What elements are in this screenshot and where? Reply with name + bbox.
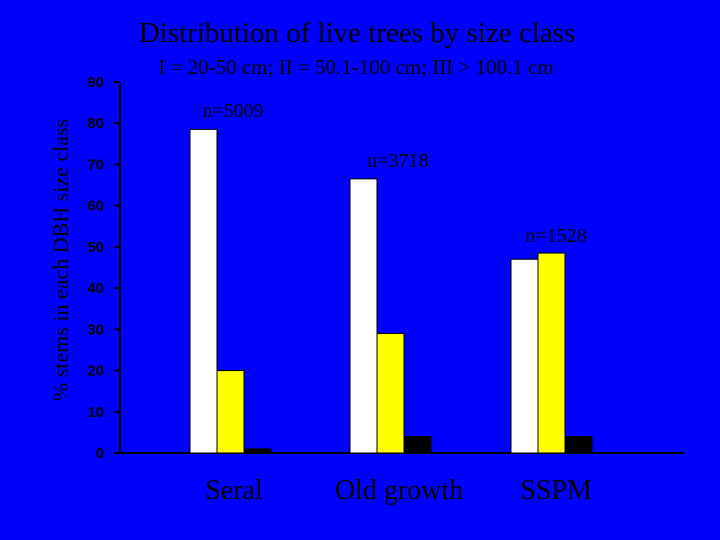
bar-seral-2 [216, 370, 245, 454]
y-tick-label: 10 [87, 404, 104, 421]
chart-subtitle: I = 20-50 cm; II = 50.1-100 cm; III > 10… [158, 55, 553, 79]
x-tick-label: Old growth [335, 475, 463, 506]
y-axis-label: % stems in each DBH size class [48, 119, 73, 401]
y-tick-label: 30 [87, 321, 104, 338]
sample-size-annotation: n=3718 [367, 150, 428, 172]
x-tick-label: SSPM [520, 475, 592, 506]
y-tick-label: 60 [87, 198, 104, 215]
bar-sspm-3 [564, 436, 593, 454]
y-tick-label: 50 [87, 239, 104, 256]
bar-seral-3 [243, 448, 272, 454]
bar-old-growth-2 [376, 332, 405, 454]
y-tick-label: 70 [87, 156, 104, 173]
bar-old-growth-1 [349, 178, 378, 454]
chart-title: Distribution of live trees by size class [139, 17, 576, 49]
sample-size-annotation: n=5009 [202, 100, 263, 122]
bar-sspm-1 [510, 258, 539, 454]
bar-sspm-2 [537, 252, 566, 454]
y-tick-label: 90 [87, 74, 104, 91]
y-tick-label: 80 [87, 115, 104, 132]
y-tick-label: 0 [96, 445, 104, 462]
y-tick-label: 20 [87, 363, 104, 380]
bar-old-growth-3 [403, 436, 432, 454]
sample-size-annotation: n=1528 [525, 225, 586, 247]
y-tick-label: 40 [87, 280, 104, 297]
x-tick-label: Seral [205, 475, 263, 506]
bar-seral-1 [189, 128, 218, 454]
